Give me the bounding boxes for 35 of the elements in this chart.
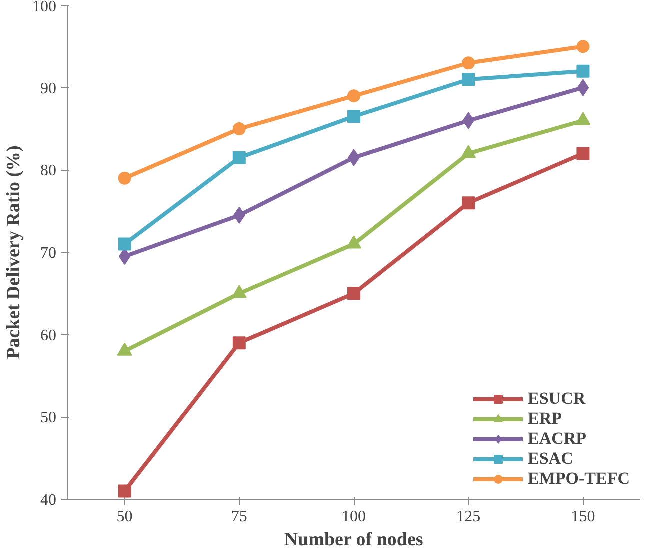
legend-label: ESUCR [528,389,586,409]
x-tick-label: 150 [571,508,596,526]
point [118,172,132,185]
point [118,484,132,498]
legend-label: EMPO-TEFC [528,469,630,489]
point [576,64,590,78]
legend-label: ESAC [528,449,574,469]
y-tick-label: 90 [40,80,56,98]
legend-label: ERP [528,409,562,429]
x-tick-label: 75 [231,508,248,526]
y-tick-label: 40 [40,492,56,509]
point [577,79,590,96]
x-tick-label: 125 [456,508,481,526]
y-tick-label: 50 [40,410,56,427]
legend-label: EACRP [528,429,587,449]
y-tick-label: 60 [40,327,56,344]
point [232,151,246,164]
point [348,287,360,300]
y-axis-title: Packet Delivery Ratio (%) [4,146,24,360]
point [462,56,476,70]
x-tick-label: 100 [342,508,366,526]
point [348,90,360,103]
point [462,196,476,210]
point [462,73,476,86]
point [576,40,590,54]
x-axis-title: Number of nodes [284,530,424,550]
point [232,122,246,136]
point [118,238,132,251]
y-tick-label: 80 [40,162,56,180]
y-tick-label: 100 [32,0,56,16]
point [576,147,590,160]
point [348,110,360,124]
point [232,336,246,350]
x-tick-label: 50 [116,508,133,526]
y-tick-label: 70 [40,245,56,262]
